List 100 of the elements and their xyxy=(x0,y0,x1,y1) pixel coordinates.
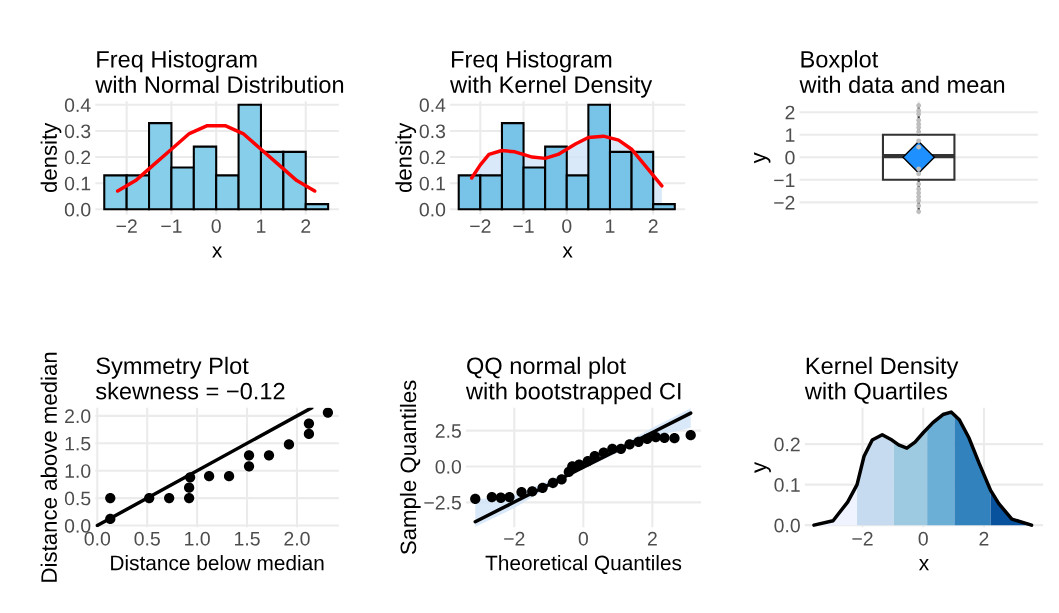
point xyxy=(547,477,559,489)
x-tick-label: 0.0 xyxy=(84,531,111,546)
y-tick-label: 0.4 xyxy=(419,98,446,113)
point xyxy=(322,407,334,418)
y-tick-label: 0.3 xyxy=(64,124,91,139)
point xyxy=(537,482,548,494)
x-tick-label: 0 xyxy=(211,219,221,233)
y-tick-label: 0.1 xyxy=(64,176,91,191)
y-axis-title: Distance above median xyxy=(40,352,57,582)
x-tick-label: 1 xyxy=(606,219,615,233)
x-tick-label: −2 xyxy=(504,531,525,546)
point xyxy=(495,492,506,503)
x-tick-label: −2 xyxy=(852,531,873,546)
y-tick-label: −1 xyxy=(774,173,795,187)
point xyxy=(916,125,922,130)
y-tick-label: 0.0 xyxy=(64,519,91,533)
y-tick-label: 0.5 xyxy=(64,491,91,506)
point xyxy=(916,209,922,215)
point xyxy=(582,455,593,467)
y-tick-label: 0.0 xyxy=(419,202,446,217)
x-tick-label: −1 xyxy=(161,219,182,233)
y-tick-label: 2.5 xyxy=(435,424,461,438)
y-tick-label: 1.0 xyxy=(65,464,91,478)
y-tick-label: −2 xyxy=(774,195,795,210)
y-tick-label: 0.3 xyxy=(419,124,446,139)
y-tick-label: 0.0 xyxy=(774,518,800,533)
y-tick-label: 0 xyxy=(785,150,795,165)
point xyxy=(183,492,195,504)
chart-title: Boxplot with data and mean xyxy=(799,50,1005,94)
chart-title: QQ normal plot with bootstrapped CI xyxy=(465,356,681,405)
x-tick-label: 2 xyxy=(979,531,989,546)
y-tick-label: 1 xyxy=(786,128,795,142)
chart-title: Symmetry Plot skewness = −0.12 xyxy=(95,356,285,400)
point xyxy=(516,487,527,498)
point xyxy=(263,450,275,461)
point xyxy=(223,471,235,482)
x-tick-label: 1.5 xyxy=(235,532,260,546)
y-tick-label: 0.1 xyxy=(774,478,800,492)
y-axis-title: density xyxy=(395,122,417,193)
point xyxy=(624,439,635,450)
point xyxy=(303,428,315,440)
x-tick-label: 0.5 xyxy=(134,531,160,546)
y-axis-title: y xyxy=(754,461,771,473)
y-tick-label: 2.0 xyxy=(65,409,91,424)
x-tick-label: 1 xyxy=(257,219,266,233)
y-tick-label: 0.2 xyxy=(419,150,445,165)
point xyxy=(916,181,922,187)
point xyxy=(650,431,661,443)
y-tick-label: −2.5 xyxy=(424,495,461,510)
point xyxy=(916,171,922,177)
x-tick-label: 1.0 xyxy=(185,531,210,546)
point xyxy=(105,513,116,525)
point xyxy=(916,186,922,192)
point xyxy=(203,471,215,482)
x-tick-label: 2 xyxy=(647,531,657,546)
y-tick-label: 0.0 xyxy=(435,459,462,474)
y-tick-label: 0.0 xyxy=(64,202,91,217)
point xyxy=(303,418,315,429)
point xyxy=(916,203,922,209)
point xyxy=(916,198,922,203)
x-tick-label: −2 xyxy=(116,219,137,233)
point xyxy=(589,451,600,462)
point xyxy=(486,491,497,503)
line-series xyxy=(812,410,1034,527)
x-tick-label: −2 xyxy=(470,219,491,233)
point xyxy=(283,439,295,450)
x-tick-label: 0 xyxy=(562,219,572,233)
point xyxy=(685,430,696,441)
point xyxy=(659,432,670,443)
point xyxy=(470,493,481,505)
x-axis-title: Theoretical Quantiles xyxy=(485,555,682,575)
y-tick-label: 0.2 xyxy=(64,150,91,165)
point xyxy=(916,138,922,144)
point xyxy=(916,166,922,172)
y-tick-label: 1.5 xyxy=(65,436,91,451)
x-axis-title: x xyxy=(562,246,573,258)
x-tick-label: 0 xyxy=(918,531,928,546)
point xyxy=(916,129,922,135)
x-axis-title: Distance below median xyxy=(111,555,324,571)
point xyxy=(144,492,155,504)
point xyxy=(527,486,538,497)
point xyxy=(184,472,196,483)
point xyxy=(574,459,585,470)
point xyxy=(556,474,567,485)
point xyxy=(243,450,255,461)
x-tick-label: 0 xyxy=(578,531,588,546)
x-tick-label: −1 xyxy=(513,219,534,233)
point xyxy=(615,443,627,454)
point xyxy=(164,492,175,504)
y-tick-label: 0.4 xyxy=(64,98,91,113)
y-tick-label: 0.1 xyxy=(419,176,445,191)
point xyxy=(598,447,609,458)
x-axis-title: x xyxy=(212,246,223,258)
chart-title: Freq Histogram with Normal Distribution xyxy=(95,50,344,94)
point xyxy=(243,461,255,472)
chart-title: Kernel Density with Quartiles xyxy=(804,356,959,404)
x-tick-label: 2 xyxy=(648,219,658,233)
point xyxy=(642,433,653,445)
point xyxy=(669,433,680,444)
point xyxy=(916,144,922,150)
